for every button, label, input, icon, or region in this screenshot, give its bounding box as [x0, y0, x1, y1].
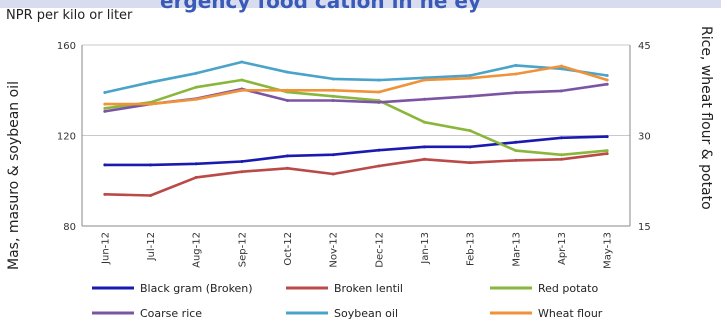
- header-strip: ergency food cation in ne ey: [0, 0, 721, 13]
- data-point-coarse-rice: [377, 100, 381, 104]
- data-point-broken-lentil: [423, 157, 426, 161]
- data-point-broken-lentil: [331, 172, 335, 176]
- data-point-black-gram-broken: [103, 163, 107, 167]
- data-point-red-potato: [605, 149, 609, 153]
- data-point-soybean-oil: [377, 78, 381, 82]
- data-point-broken-lentil: [514, 158, 518, 162]
- data-point-coarse-rice: [468, 94, 472, 98]
- data-point-red-potato: [423, 120, 426, 124]
- data-point-black-gram-broken: [331, 153, 335, 157]
- x-tick-label: Mar-13: [511, 232, 522, 267]
- data-point-wheat-flour: [560, 64, 563, 68]
- left-tick-label: 120: [57, 132, 76, 143]
- data-point-black-gram-broken: [514, 140, 518, 144]
- data-point-wheat-flour: [149, 102, 152, 106]
- legend-label-coarse-rice: Coarse rice: [140, 307, 202, 320]
- data-point-soybean-oil: [103, 91, 107, 95]
- data-point-wheat-flour: [514, 72, 518, 76]
- x-tick-label: Apr-13: [557, 232, 568, 265]
- data-point-wheat-flour: [194, 97, 198, 101]
- data-point-wheat-flour: [240, 88, 244, 92]
- data-point-red-potato: [194, 85, 198, 89]
- data-point-coarse-rice: [423, 97, 426, 101]
- data-point-black-gram-broken: [286, 154, 289, 158]
- data-point-wheat-flour: [423, 78, 426, 82]
- data-point-black-gram-broken: [149, 163, 152, 167]
- data-point-broken-lentil: [149, 193, 152, 197]
- x-tick-label: Oct-12: [283, 232, 294, 266]
- legend-label-black-gram-broken: Black gram (Broken): [140, 282, 253, 295]
- data-point-soybean-oil: [514, 63, 518, 67]
- series-line-red-potato: [104, 78, 608, 157]
- x-tick-label: May-13: [603, 232, 614, 269]
- data-point-coarse-rice: [514, 91, 518, 95]
- data-point-red-potato: [514, 149, 518, 153]
- data-point-coarse-rice: [286, 99, 289, 103]
- data-point-black-gram-broken: [194, 162, 198, 166]
- data-point-black-gram-broken: [605, 135, 609, 139]
- header-fragment: ergency food cation in ne ey: [160, 0, 481, 13]
- data-point-soybean-oil: [468, 74, 472, 78]
- x-tick-label: Nov-12: [329, 232, 340, 268]
- data-point-coarse-rice: [103, 109, 107, 113]
- legend-label-wheat-flour: Wheat flour: [538, 307, 603, 320]
- data-point-red-potato: [560, 153, 563, 157]
- right-tick-label: 15: [638, 222, 651, 233]
- data-point-broken-lentil: [286, 166, 289, 170]
- data-point-soybean-oil: [331, 77, 335, 81]
- x-tick-label: Jul-12: [146, 232, 157, 261]
- data-point-soybean-oil: [194, 71, 198, 75]
- data-point-red-potato: [103, 106, 107, 110]
- data-point-soybean-oil: [240, 60, 244, 64]
- data-point-broken-lentil: [468, 161, 472, 165]
- data-point-black-gram-broken: [377, 148, 381, 152]
- data-point-soybean-oil: [423, 76, 426, 80]
- data-point-coarse-rice: [605, 82, 609, 86]
- x-tick-label: Feb-13: [466, 232, 477, 266]
- data-point-soybean-oil: [605, 74, 609, 78]
- data-point-coarse-rice: [331, 99, 335, 103]
- series-line-wheat-flour: [104, 64, 608, 106]
- data-point-red-potato: [240, 78, 244, 82]
- data-point-soybean-oil: [149, 80, 152, 84]
- data-point-wheat-flour: [377, 90, 381, 94]
- data-point-black-gram-broken: [560, 136, 563, 140]
- right-tick-label: 45: [638, 41, 651, 52]
- data-point-broken-lentil: [377, 164, 381, 168]
- data-point-black-gram-broken: [423, 145, 426, 149]
- data-point-black-gram-broken: [240, 160, 244, 164]
- x-tick-label: Aug-12: [192, 232, 203, 268]
- data-point-coarse-rice: [560, 89, 563, 93]
- data-point-wheat-flour: [103, 102, 107, 106]
- left-tick-label: 160: [57, 41, 76, 52]
- right-tick-label: 30: [638, 132, 651, 143]
- data-point-black-gram-broken: [468, 145, 472, 149]
- x-tick-label: Dec-12: [374, 232, 385, 268]
- left-tick-label: 80: [63, 222, 76, 233]
- x-tick-label: Jun-12: [100, 232, 111, 265]
- legend-label-soybean-oil: Soybean oil: [334, 307, 398, 320]
- data-point-wheat-flour: [331, 88, 335, 92]
- legend-label-broken-lentil: Broken lentil: [334, 282, 403, 295]
- data-point-red-potato: [468, 129, 472, 133]
- data-point-red-potato: [331, 94, 335, 98]
- data-point-wheat-flour: [605, 78, 609, 82]
- data-point-soybean-oil: [560, 67, 563, 71]
- series-line-black-gram-broken: [104, 135, 608, 167]
- series-line-soybean-oil: [104, 60, 608, 94]
- data-point-soybean-oil: [286, 70, 289, 74]
- data-point-broken-lentil: [560, 157, 563, 161]
- data-point-wheat-flour: [468, 76, 472, 80]
- data-point-wheat-flour: [286, 88, 289, 92]
- data-point-broken-lentil: [194, 175, 198, 179]
- data-point-broken-lentil: [605, 152, 609, 156]
- unit-label: NPR per kilo or liter: [6, 8, 133, 23]
- x-tick-label: Jan-13: [420, 232, 431, 265]
- legend-label-red-potato: Red potato: [538, 282, 598, 295]
- data-point-broken-lentil: [103, 192, 107, 196]
- series-line-broken-lentil: [104, 152, 608, 197]
- data-point-broken-lentil: [240, 170, 244, 174]
- x-tick-label: Sep-12: [237, 232, 248, 267]
